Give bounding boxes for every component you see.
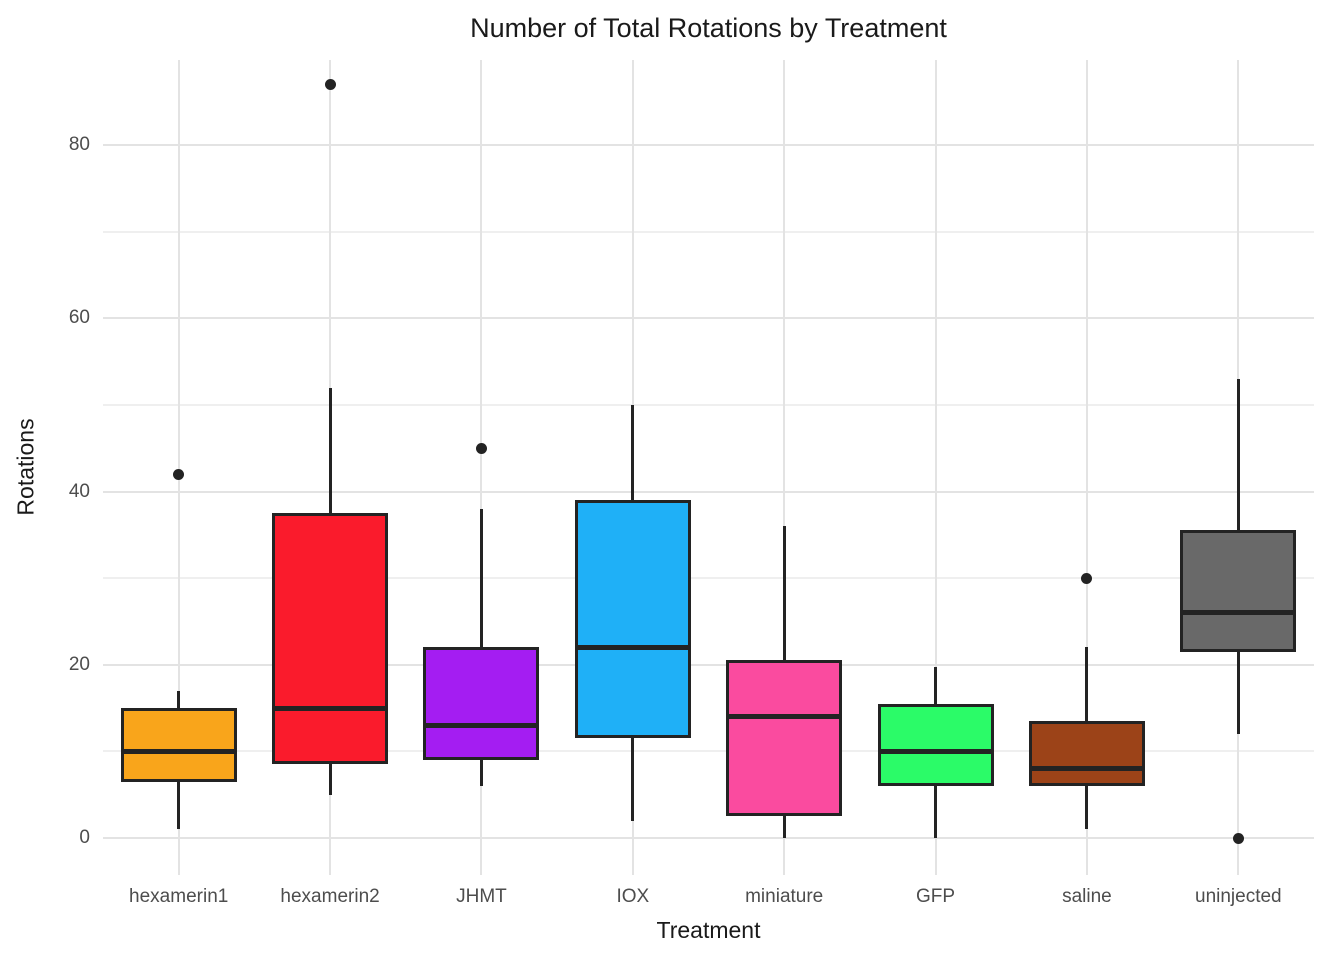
gridline-horizontal-major xyxy=(103,144,1314,146)
x-tick-label: IOX xyxy=(616,886,650,907)
box-miniature xyxy=(726,660,843,817)
median-line xyxy=(1028,766,1145,772)
x-tick-label: hexamerin2 xyxy=(280,886,380,907)
gridline-horizontal-major xyxy=(103,837,1314,839)
x-tick-label: hexamerin1 xyxy=(129,886,229,907)
chart-title: Number of Total Rotations by Treatment xyxy=(470,13,947,43)
x-tick-label: uninjected xyxy=(1195,886,1282,907)
median-line xyxy=(423,722,540,728)
outlier-point xyxy=(173,468,185,480)
y-tick-label: 20 xyxy=(68,653,90,675)
y-tick-label: 80 xyxy=(68,134,90,155)
box-GFP xyxy=(877,703,994,786)
box-uninjected xyxy=(1180,530,1297,652)
gridline-horizontal-major xyxy=(103,317,1314,320)
outlier-point xyxy=(324,78,336,90)
whisker-line xyxy=(479,508,483,786)
y-tick-label: 0 xyxy=(79,827,90,848)
gridline-vertical xyxy=(783,60,786,875)
median-line xyxy=(726,714,843,720)
median-line xyxy=(877,748,994,754)
box-hexamerin1 xyxy=(120,708,237,782)
gridline-vertical xyxy=(177,60,180,875)
gridline-horizontal-minor xyxy=(103,577,1314,580)
gridline-horizontal-minor xyxy=(103,230,1314,233)
gridline-horizontal-minor xyxy=(103,750,1314,753)
gridline-vertical xyxy=(1085,60,1088,875)
outlier-point xyxy=(1232,832,1244,844)
median-line xyxy=(1180,610,1297,616)
gridline-horizontal-minor xyxy=(103,403,1314,406)
x-tick-label: GFP xyxy=(916,886,956,907)
box-saline xyxy=(1028,721,1145,787)
y-tick-label: 60 xyxy=(68,307,90,329)
x-tick-label: miniature xyxy=(745,886,824,907)
x-tick-label: JHMT xyxy=(456,886,507,907)
x-tick-label: saline xyxy=(1062,886,1112,907)
gridline-horizontal-major xyxy=(103,490,1314,493)
box-JHMT xyxy=(423,647,540,761)
median-line xyxy=(574,644,691,650)
outlier-point xyxy=(475,442,487,454)
gridline-horizontal-major xyxy=(103,663,1314,666)
outlier-point xyxy=(1081,572,1093,584)
box-IOX xyxy=(574,500,691,739)
box-hexamerin2 xyxy=(272,513,389,765)
gridline-vertical xyxy=(480,60,483,875)
x-axis-title: Treatment xyxy=(656,917,761,943)
median-line xyxy=(120,748,237,754)
gridline-vertical xyxy=(934,60,937,875)
median-line xyxy=(272,705,389,711)
y-tick-label: 40 xyxy=(68,480,90,502)
